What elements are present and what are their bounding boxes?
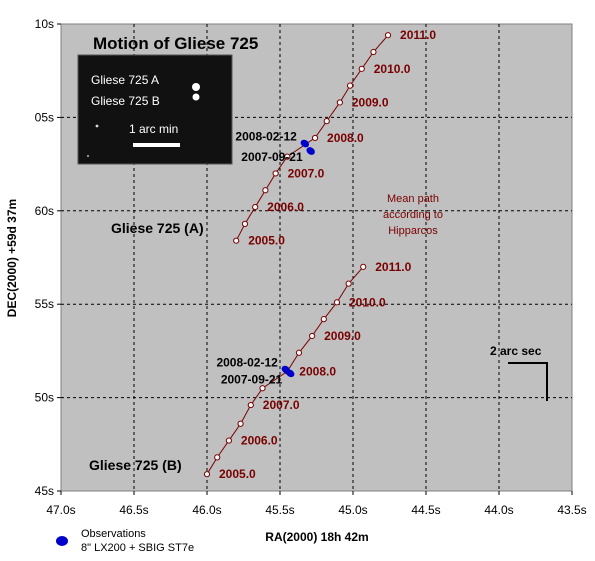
legend-line2: 8" LX200 + SBIG ST7e xyxy=(81,542,194,554)
x-tick-label: 44.0s xyxy=(484,503,513,517)
star-label-b: Gliese 725 (B) xyxy=(89,457,182,473)
y-tick-label: 10s xyxy=(35,17,54,31)
y-tick-label: 45s xyxy=(35,484,54,498)
inset-photo: Gliese 725 A Gliese 725 B 1 arc min xyxy=(77,54,233,165)
y-tick-label: 55s xyxy=(35,297,54,311)
year-label: 2009.0 xyxy=(324,329,361,343)
x-tick-label: 43.5s xyxy=(557,503,586,517)
path-point xyxy=(309,332,316,340)
inset-star-faint-1 xyxy=(95,124,99,128)
path-point xyxy=(247,401,254,409)
path-point xyxy=(345,280,352,287)
x-tick-label: 46.5s xyxy=(119,503,148,517)
path-point xyxy=(320,316,327,323)
inset-scale-label: 1 arc min xyxy=(129,122,178,136)
year-label: 2006.0 xyxy=(241,434,278,448)
path-point xyxy=(214,454,221,461)
year-label: 2006.0 xyxy=(267,200,304,214)
year-label: 2007.0 xyxy=(288,166,325,180)
x-tick-label: 47.0s xyxy=(46,503,75,517)
path-point xyxy=(358,65,365,72)
year-label: 2005.0 xyxy=(219,467,256,481)
path-point xyxy=(346,82,354,89)
legend: Observations 8" LX200 + SBIG ST7e xyxy=(56,528,194,554)
year-label: 2011.0 xyxy=(375,260,411,274)
inset-background xyxy=(77,54,233,165)
y-axis-ticks: 45s 50s 55s 60s 05s 10s xyxy=(35,17,61,498)
observation-date-label: 2007-09-21 xyxy=(241,150,303,164)
observation-date-label: 2007-09-21 xyxy=(221,372,283,386)
path-point xyxy=(272,170,279,177)
path-point xyxy=(370,48,377,56)
legend-observation-marker xyxy=(56,536,68,546)
year-label: 2010.0 xyxy=(349,295,386,309)
path-point xyxy=(237,420,244,427)
inset-star-faint-2 xyxy=(87,155,89,157)
year-label: 2011.0 xyxy=(400,28,436,42)
x-tick-label: 45.0s xyxy=(338,503,367,517)
series-group: 2005.0 2006.0 2007.0 2008.0 2009.0 2010.0 2011… xyxy=(203,28,436,481)
path-point xyxy=(259,385,266,392)
year-label: 2005.0 xyxy=(248,234,285,248)
year-label: 2010.0 xyxy=(374,62,411,76)
path-point xyxy=(295,349,303,356)
chart-title: Motion of Gliese 725 xyxy=(93,34,258,53)
path-point xyxy=(311,134,319,142)
inset-label-a: Gliese 725 A xyxy=(91,73,159,87)
observation-date-label: 2008-02-12 xyxy=(235,130,297,144)
year-label: 2009.0 xyxy=(352,95,389,109)
path-point xyxy=(233,237,240,244)
scale-bar-label: 2 arc sec xyxy=(490,344,542,358)
path-point xyxy=(262,187,269,194)
path-point xyxy=(333,299,341,306)
path-point xyxy=(323,118,330,125)
path-point xyxy=(284,153,291,160)
year-label: 2008.0 xyxy=(299,364,336,378)
path-point xyxy=(203,471,211,478)
x-tick-label: 45.5s xyxy=(265,503,294,517)
path-point xyxy=(241,220,249,227)
mean-path-note-line1: Mean path xyxy=(387,193,439,205)
observation-point xyxy=(300,139,310,148)
y-tick-label: 50s xyxy=(35,391,54,405)
observation-date-label: 2008-02-12 xyxy=(216,356,278,370)
path-point xyxy=(360,263,367,270)
x-tick-label: 44.5s xyxy=(411,503,440,517)
inset-star-a xyxy=(192,83,200,91)
path-point xyxy=(225,437,232,444)
y-tick-label: 60s xyxy=(35,204,54,218)
x-axis-title: RA(2000) 18h 42m xyxy=(265,530,368,544)
y-axis-title: DEC(2000) +59d 37m xyxy=(5,199,19,317)
mean-path-note-line3: Hipparcos xyxy=(388,225,438,237)
path-point xyxy=(336,99,343,106)
mean-path-note-line2: according to xyxy=(383,209,443,221)
year-label: 2007.0 xyxy=(263,398,300,412)
x-axis-ticks: 47.0s 46.5s 46.0s 45.5s 45.0s 44.5s 44.0s 43.5s xyxy=(46,491,587,517)
year-label: 2008.0 xyxy=(327,131,364,145)
inset-label-b: Gliese 725 B xyxy=(91,94,160,108)
path-point xyxy=(252,203,259,211)
legend-line1: Observations xyxy=(81,528,146,540)
inset-star-b xyxy=(192,93,200,101)
scale-bar xyxy=(508,362,548,401)
observation-point xyxy=(306,147,315,155)
observation-point xyxy=(286,369,295,378)
inset-scale-bar xyxy=(133,143,180,147)
x-tick-label: 46.0s xyxy=(192,503,221,517)
star-label-a: Gliese 725 (A) xyxy=(111,220,204,236)
y-tick-label: 05s xyxy=(35,110,54,124)
path-point xyxy=(384,32,392,39)
